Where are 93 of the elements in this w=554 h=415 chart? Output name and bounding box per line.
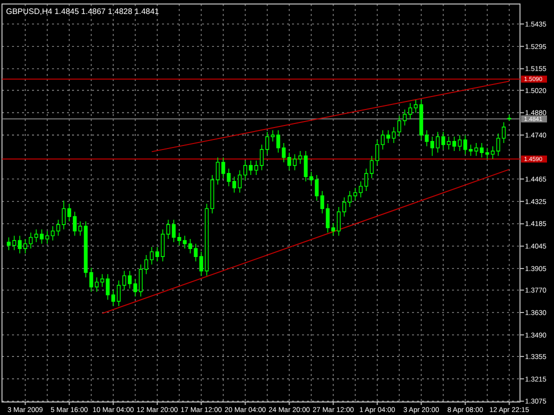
candlestick — [78, 220, 82, 236]
candlestick — [133, 278, 138, 297]
candlestick — [226, 168, 231, 187]
candlestick — [72, 211, 77, 236]
candlestick — [468, 144, 473, 156]
candlestick — [375, 139, 380, 166]
candlestick — [392, 126, 396, 144]
candlestick — [89, 267, 94, 292]
candlestick — [436, 131, 440, 154]
candlestick — [430, 136, 434, 156]
candlestick — [270, 130, 275, 142]
candlestick — [304, 150, 308, 182]
candlestick — [56, 219, 60, 236]
candlestick — [342, 197, 346, 217]
candlestick — [458, 134, 462, 152]
candlestick — [216, 157, 220, 186]
candlestick — [480, 142, 484, 158]
candlestick — [116, 280, 121, 306]
candlestick — [298, 150, 302, 164]
candlestick — [507, 114, 512, 122]
candlestick — [441, 131, 446, 150]
candlestick — [210, 174, 214, 214]
candlestick — [6, 236, 11, 251]
candlestick — [424, 130, 429, 147]
candlestick — [243, 160, 248, 180]
candlestick — [292, 154, 297, 171]
candlestick — [144, 254, 148, 275]
candlestick — [414, 100, 418, 114]
candlestick — [463, 134, 468, 155]
candlestick — [408, 102, 412, 120]
candlestick — [309, 171, 314, 186]
candlestick — [320, 190, 324, 214]
candlestick — [370, 155, 374, 179]
candlestick — [106, 274, 110, 300]
candlestick — [452, 136, 456, 152]
chart-title: GBPUSD,H4 1.4845 1.4867 1.4828 1.4841 — [6, 7, 160, 16]
candlestick — [348, 190, 352, 208]
candlestick — [326, 203, 330, 233]
candlestick — [204, 203, 209, 276]
candlestick — [155, 246, 160, 262]
candlestick — [194, 243, 198, 262]
candlestick — [182, 235, 187, 249]
candlestick — [94, 276, 99, 292]
candlestick — [331, 222, 336, 236]
candlestick — [100, 274, 104, 288]
candlestick — [474, 142, 478, 156]
candlestick — [111, 290, 116, 306]
candlestick — [62, 200, 66, 230]
candlestick — [496, 133, 500, 156]
candlestick — [138, 264, 143, 297]
candlestick — [419, 100, 424, 140]
candlestick — [160, 228, 165, 262]
candlestick — [380, 130, 385, 150]
candlestick — [128, 270, 132, 289]
candlestick — [358, 181, 363, 198]
candlestick — [254, 160, 258, 176]
candlestick — [397, 115, 402, 138]
candlestick — [282, 142, 286, 163]
candlestick — [446, 136, 451, 150]
candlestick — [314, 174, 319, 201]
candlestick — [166, 219, 170, 240]
candlestick — [172, 219, 176, 243]
candlestick — [177, 232, 182, 246]
candlestick — [18, 235, 22, 254]
candlestick — [84, 220, 88, 278]
candlestick — [34, 228, 38, 243]
candlestick — [402, 109, 407, 126]
candlestick — [260, 144, 264, 171]
candlestick — [353, 187, 358, 201]
candlestick — [67, 203, 72, 222]
candlestick — [12, 235, 16, 251]
candlestick — [485, 147, 490, 160]
candlestick — [232, 176, 236, 194]
candlestick — [45, 230, 50, 244]
candlestick — [238, 170, 242, 194]
candlestick — [122, 270, 126, 291]
candlestick — [386, 130, 390, 144]
candlestick — [364, 168, 368, 192]
candlestick — [50, 226, 55, 241]
candlestick — [221, 157, 226, 179]
candlestick — [265, 131, 270, 155]
candlestick — [276, 130, 280, 154]
candlestick — [150, 246, 154, 265]
candlestick — [336, 206, 341, 236]
candlestick — [199, 251, 204, 276]
candlestick — [502, 122, 506, 144]
candlestick — [188, 238, 192, 254]
candlestick — [23, 238, 28, 254]
candlestick — [287, 152, 292, 171]
candlestick — [248, 160, 253, 176]
candlestick — [490, 146, 495, 160]
candlestick — [40, 228, 44, 244]
candlestick — [28, 232, 33, 249]
